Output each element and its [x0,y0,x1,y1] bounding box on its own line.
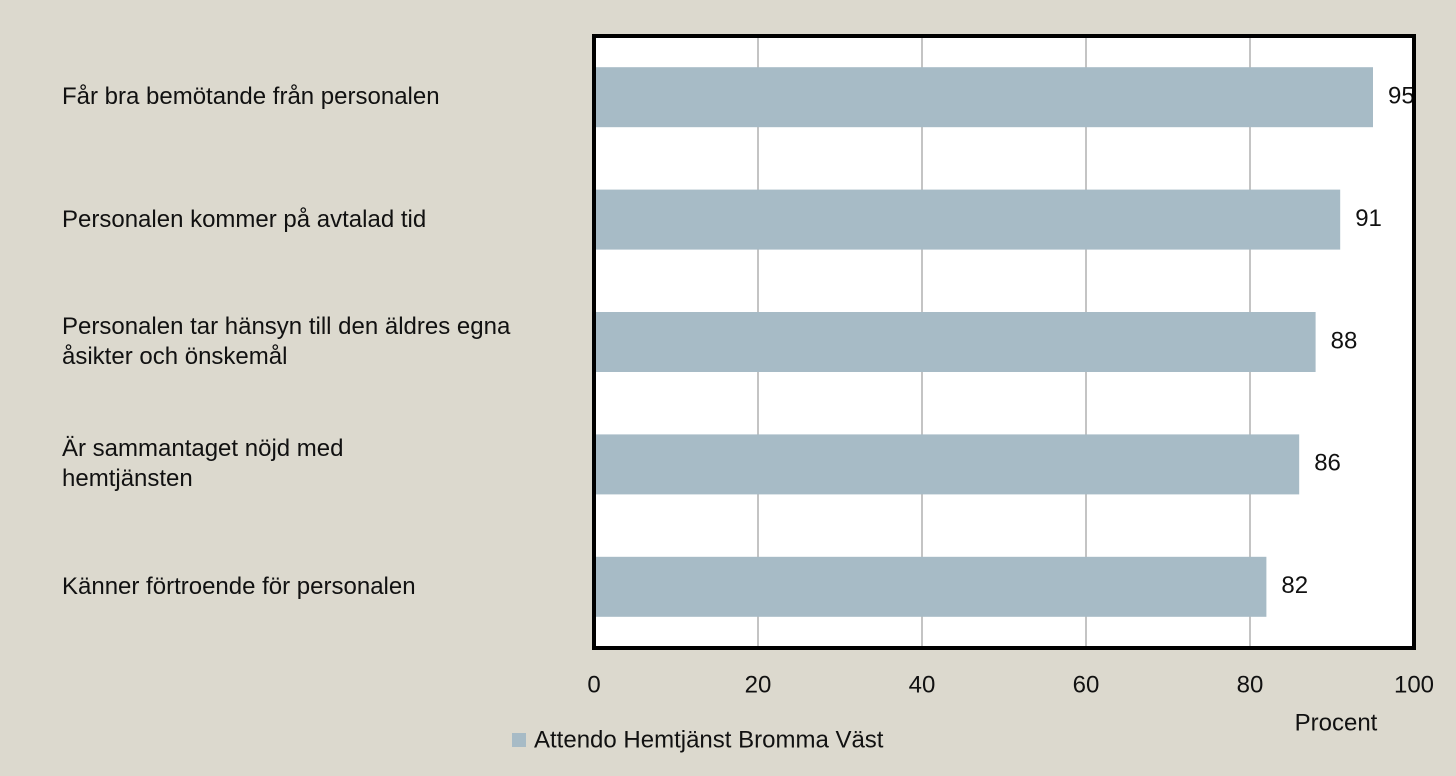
x-tick-label: 20 [745,671,772,698]
x-tick-label: 0 [587,671,600,698]
bar [594,189,1341,250]
y-tick-label: Är sammantaget nöjd med hemtjänsten [62,435,344,493]
value-label: 88 [1331,327,1358,354]
x-tick-label: 40 [909,671,936,698]
bar [594,312,1316,372]
y-tick-label: Personalen kommer på avtalad tid [62,205,427,233]
bar [594,67,1373,128]
x-tick-label: 60 [1073,671,1100,698]
bar [594,556,1267,617]
value-label: 86 [1314,450,1341,477]
x-tick-label: 80 [1237,671,1264,698]
y-tick-label: Känner förtroende för personalen [62,572,416,600]
x-axis-label: Procent [1295,709,1378,736]
y-tick-label: Personalen tar hänsyn till den äldres eg… [62,313,511,370]
x-tick-label: 100 [1394,671,1434,698]
plot-border [592,34,1416,650]
value-label: 82 [1281,572,1308,599]
value-label: 95 [1388,83,1415,110]
y-tick-label: Får bra bemötande från personalen [62,83,440,111]
value-label: 91 [1355,205,1382,232]
bar [594,434,1300,495]
legend-label: Attendo Hemtjänst Bromma Väst [534,726,884,753]
legend-swatch [512,733,526,747]
